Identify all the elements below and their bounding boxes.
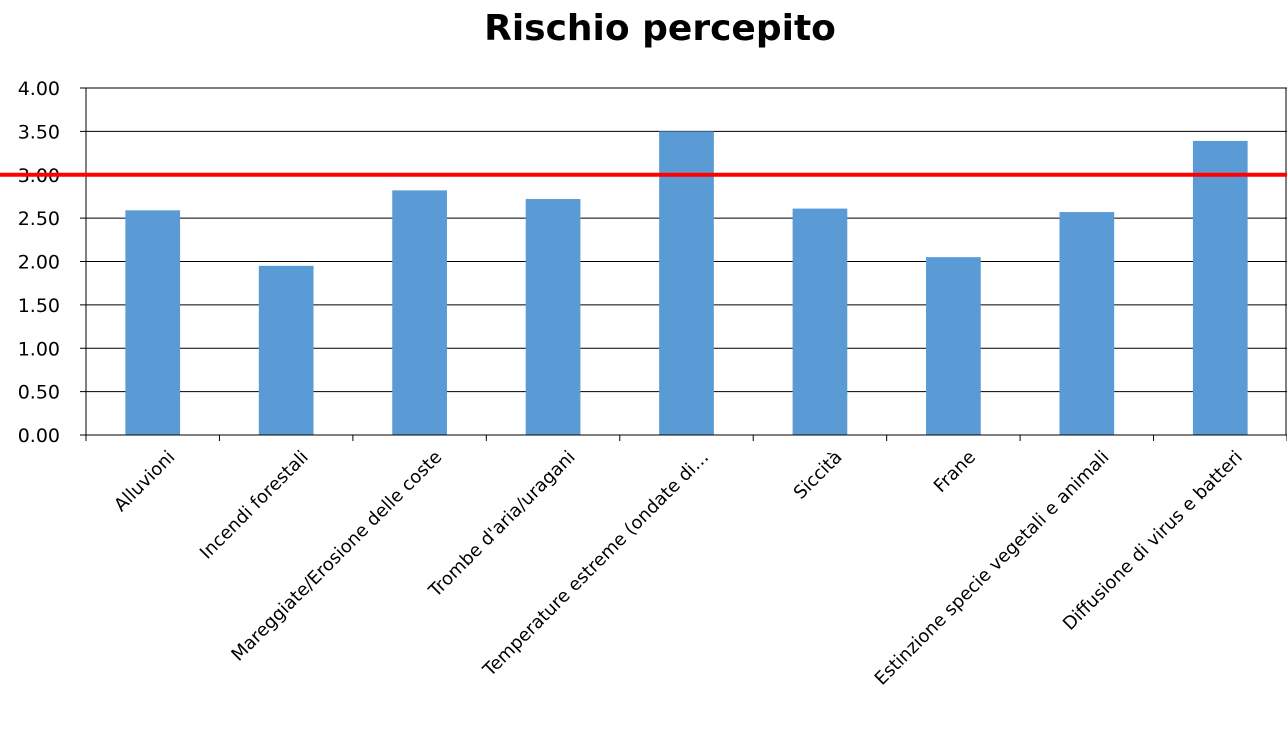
bar (1059, 212, 1115, 435)
bar (926, 257, 981, 435)
x-category-label: Incendi forestali (196, 447, 313, 564)
y-tick-label: 4.00 (18, 78, 60, 100)
y-tick-label: 0.50 (18, 382, 60, 404)
y-tick-label: 2.50 (18, 208, 60, 230)
bar (1192, 140, 1248, 436)
x-category-label: Trombe d'aria/uragani (424, 447, 579, 602)
x-category-label: Alluvioni (110, 447, 179, 516)
bar (125, 210, 181, 435)
bar (392, 190, 447, 435)
y-tick-label: 1.00 (18, 338, 60, 360)
x-category-label: Mareggiate/Erosione delle coste (227, 447, 446, 666)
y-tick-label: 0.00 (18, 425, 60, 447)
y-axis-ticks: 0.000.501.001.502.002.503.003.504.00 (18, 78, 60, 447)
y-tick-label: 3.50 (18, 121, 60, 143)
bar (525, 199, 581, 435)
bars (125, 131, 1248, 436)
axes (80, 87, 1287, 441)
x-category-label: Frane (930, 447, 980, 497)
y-tick-label: 2.00 (18, 252, 60, 274)
chart-title: Rischio percepito (484, 8, 836, 49)
bar (792, 208, 848, 435)
x-category-label: Temperature estreme (ondate di… (478, 447, 713, 682)
y-tick-label: 1.50 (18, 295, 60, 317)
x-category-label: Siccità (790, 447, 847, 504)
bar (258, 265, 314, 435)
bar (659, 131, 714, 435)
x-axis-category-labels: Alluvioni Incendi forestaliMareggiate/Ero… (110, 447, 1247, 690)
x-category-label: Estinzione specie vegetali e animali (871, 447, 1114, 690)
